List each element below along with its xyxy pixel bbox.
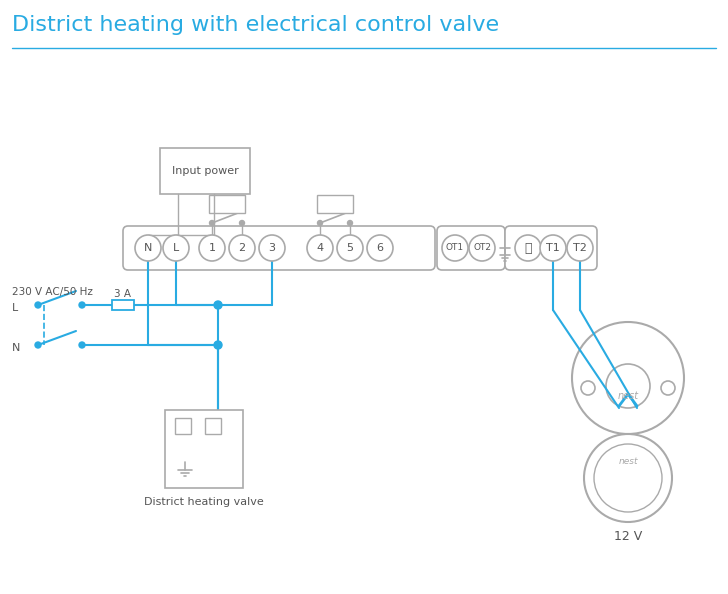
Text: nest: nest	[617, 391, 638, 401]
Circle shape	[214, 301, 222, 309]
Text: L: L	[173, 243, 179, 253]
Circle shape	[214, 341, 222, 349]
FancyBboxPatch shape	[165, 410, 243, 488]
Text: 230 V AC/50 Hz: 230 V AC/50 Hz	[12, 287, 93, 297]
FancyBboxPatch shape	[205, 418, 221, 434]
FancyBboxPatch shape	[175, 418, 191, 434]
Circle shape	[581, 381, 595, 395]
Circle shape	[606, 364, 650, 408]
Circle shape	[442, 235, 468, 261]
Text: OT2: OT2	[473, 244, 491, 252]
FancyBboxPatch shape	[123, 226, 435, 270]
Circle shape	[347, 220, 352, 226]
Circle shape	[35, 342, 41, 348]
Circle shape	[229, 235, 255, 261]
Circle shape	[135, 235, 161, 261]
Circle shape	[594, 444, 662, 512]
Text: 3 A: 3 A	[114, 289, 132, 299]
Circle shape	[307, 235, 333, 261]
Text: 5: 5	[347, 243, 354, 253]
Text: District heating valve: District heating valve	[144, 497, 264, 507]
Circle shape	[79, 342, 85, 348]
Text: N: N	[144, 243, 152, 253]
Circle shape	[367, 235, 393, 261]
Circle shape	[210, 220, 215, 226]
Circle shape	[572, 322, 684, 434]
Text: L: L	[12, 303, 18, 313]
Circle shape	[584, 434, 672, 522]
FancyBboxPatch shape	[505, 226, 597, 270]
FancyBboxPatch shape	[437, 226, 505, 270]
Circle shape	[317, 220, 323, 226]
Circle shape	[240, 220, 245, 226]
Text: N: N	[12, 343, 20, 353]
Circle shape	[337, 235, 363, 261]
Text: 2: 2	[239, 243, 245, 253]
Circle shape	[567, 235, 593, 261]
FancyBboxPatch shape	[160, 148, 250, 194]
Text: N: N	[179, 421, 187, 431]
Circle shape	[163, 235, 189, 261]
Circle shape	[259, 235, 285, 261]
Circle shape	[515, 235, 541, 261]
Circle shape	[35, 302, 41, 308]
Text: OT1: OT1	[446, 244, 464, 252]
Text: ⏚: ⏚	[524, 242, 531, 254]
FancyBboxPatch shape	[317, 195, 353, 213]
Circle shape	[540, 235, 566, 261]
Circle shape	[199, 235, 225, 261]
Text: L: L	[210, 421, 216, 431]
Text: 3: 3	[269, 243, 275, 253]
Text: nest: nest	[618, 457, 638, 466]
Text: T2: T2	[573, 243, 587, 253]
Circle shape	[661, 381, 675, 395]
Text: 1: 1	[208, 243, 215, 253]
Circle shape	[469, 235, 495, 261]
Circle shape	[79, 302, 85, 308]
Text: Input power: Input power	[172, 166, 238, 176]
Text: 6: 6	[376, 243, 384, 253]
Text: T1: T1	[546, 243, 560, 253]
Text: District heating with electrical control valve: District heating with electrical control…	[12, 15, 499, 35]
Text: 4: 4	[317, 243, 323, 253]
FancyBboxPatch shape	[112, 300, 134, 310]
FancyBboxPatch shape	[209, 195, 245, 213]
Text: 12 V: 12 V	[614, 529, 642, 542]
